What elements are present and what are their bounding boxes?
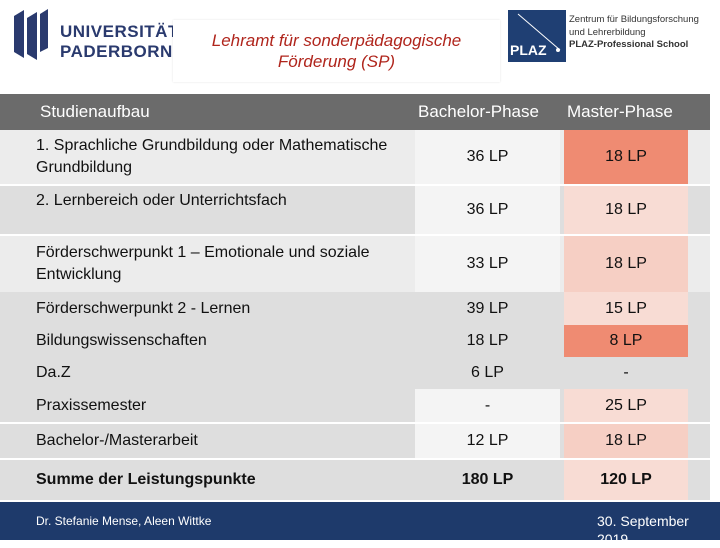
column-header-bachelor: Bachelor-Phase — [418, 102, 539, 121]
footer-bar: Dr. Stefanie Mense, Aleen Wittke 30. Sep… — [0, 502, 720, 547]
row-label: Förderschwerpunkt 1 – Emotionale und soz… — [36, 244, 370, 283]
column-header-master: Master-Phase — [567, 102, 673, 121]
row-label: 1. Sprachliche Grundbildung oder Mathema… — [36, 137, 388, 176]
master-value: 15 LP — [564, 292, 688, 325]
slide-title-line1: Lehramt für sonderpädagogische — [211, 31, 462, 50]
plaz-star-icon — [517, 13, 561, 52]
row-label: Praxissemester — [36, 396, 147, 414]
row-label: Da.Z — [36, 364, 71, 381]
plaz-line1: Zentrum für Bildungsforschung — [569, 14, 699, 25]
column-header-studienaufbau: Studienaufbau — [40, 102, 150, 121]
bachelor-value: 36 LP — [415, 186, 560, 234]
table-row: Förderschwerpunkt 1 – Emotionale und soz… — [0, 236, 710, 292]
bachelor-value: 36 LP — [415, 130, 560, 184]
master-value: 18 LP — [564, 236, 688, 292]
slide-title-line2: Förderung (SP) — [277, 52, 396, 71]
master-value: - — [623, 364, 629, 381]
footer-authors: Dr. Stefanie Mense, Aleen Wittke — [36, 514, 212, 528]
row-divider — [0, 458, 710, 460]
row-divider — [0, 184, 710, 186]
row-label: Bildungswissenschaften — [36, 332, 207, 349]
bachelor-value: 12 LP — [415, 424, 560, 458]
bachelor-value: 18 LP — [466, 332, 509, 349]
row-label: 2. Lernbereich oder Unterrichtsfach — [36, 192, 287, 209]
plaz-line2: und Lehrerbildung — [569, 26, 646, 38]
row-label: Förderschwerpunkt 2 - Lernen — [36, 299, 251, 317]
bachelor-value: 39 LP — [466, 299, 509, 317]
table-row: Bildungswissenschaften 18 LP 8 LP — [0, 325, 710, 357]
table-row: Bachelor-/Masterarbeit 12 LP 18 LP — [0, 424, 710, 458]
slide-title: Lehramt für sonderpädagogische Förderung… — [173, 20, 500, 82]
table-row: 1. Sprachliche Grundbildung oder Mathema… — [0, 130, 710, 184]
row-divider — [0, 234, 710, 236]
row-label: Bachelor-/Masterarbeit — [36, 432, 198, 449]
master-value: 25 LP — [564, 389, 688, 422]
bachelor-value: 33 LP — [415, 236, 560, 292]
bachelor-value: - — [415, 389, 560, 422]
university-name-line1: UNIVERSITÄT — [60, 22, 179, 41]
master-value: 8 LP — [564, 325, 688, 357]
footer-date: 30. September 2019 — [597, 513, 689, 547]
plaz-description: Zentrum für Bildungsforschung und Lehrer… — [569, 14, 699, 52]
row-label: Summe der Leistungspunkte — [36, 471, 256, 488]
plaz-letters: PLAZ — [510, 42, 547, 58]
bachelor-value: 6 LP — [471, 364, 504, 381]
university-logo: UNIVERSITÄT PADERBORN — [10, 8, 178, 66]
table-row: Praxissemester - 25 LP — [0, 389, 710, 422]
plaz-line3: PLAZ-Professional School — [569, 39, 689, 50]
table-header-row: Studienaufbau Bachelor-Phase Master-Phas… — [0, 94, 710, 130]
master-value: 18 LP — [564, 130, 688, 184]
university-name-line2: PADERBORN — [60, 42, 173, 61]
plaz-logo: PLAZ — [508, 10, 566, 62]
table-row-total: Summe der Leistungspunkte 180 LP 120 LP — [0, 460, 710, 500]
table-row: 2. Lernbereich oder Unterrichtsfach 36 L… — [0, 186, 710, 234]
row-divider — [0, 422, 710, 424]
bachelor-total: 180 LP — [461, 471, 514, 488]
table-row: Da.Z 6 LP - — [0, 357, 710, 389]
university-emblem-icon — [14, 9, 48, 60]
master-value: 18 LP — [564, 424, 688, 458]
table-row: Förderschwerpunkt 2 - Lernen 39 LP 15 LP — [0, 292, 710, 325]
study-structure-table: Studienaufbau Bachelor-Phase Master-Phas… — [0, 94, 710, 500]
master-value: 18 LP — [564, 186, 688, 234]
master-total: 120 LP — [564, 460, 688, 500]
